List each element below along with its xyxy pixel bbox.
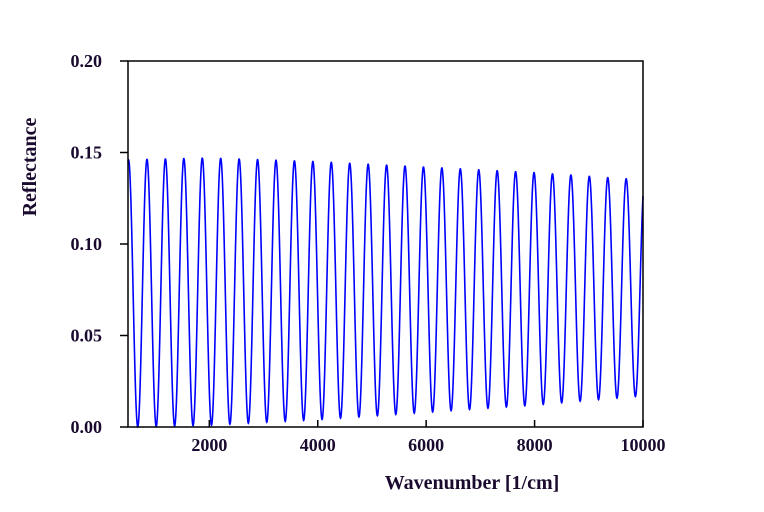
reflectance-line: [127, 157, 644, 429]
y-tick-label: 0.15: [71, 143, 103, 163]
y-tick-label: 0.05: [71, 326, 103, 346]
x-tick-label: 2000: [191, 435, 227, 455]
x-tick-label: 6000: [408, 435, 444, 455]
y-tick-label: 0.10: [71, 234, 103, 254]
y-tick-label: 0.20: [71, 51, 103, 71]
y-axis-title: Reflectance: [19, 117, 41, 216]
plot-area: [127, 157, 644, 429]
y-tick-label: 0.00: [71, 417, 103, 437]
axes: 2000 4000 6000 8000 10000 0.00 0.05 0.10 0.15 0.2…: [71, 51, 666, 455]
x-axis-title: Wavenumber [1/cm]: [385, 472, 560, 494]
x-tick-label: 4000: [300, 435, 336, 455]
x-tick-label: 10000: [621, 435, 666, 455]
x-tick-label: 8000: [517, 435, 553, 455]
